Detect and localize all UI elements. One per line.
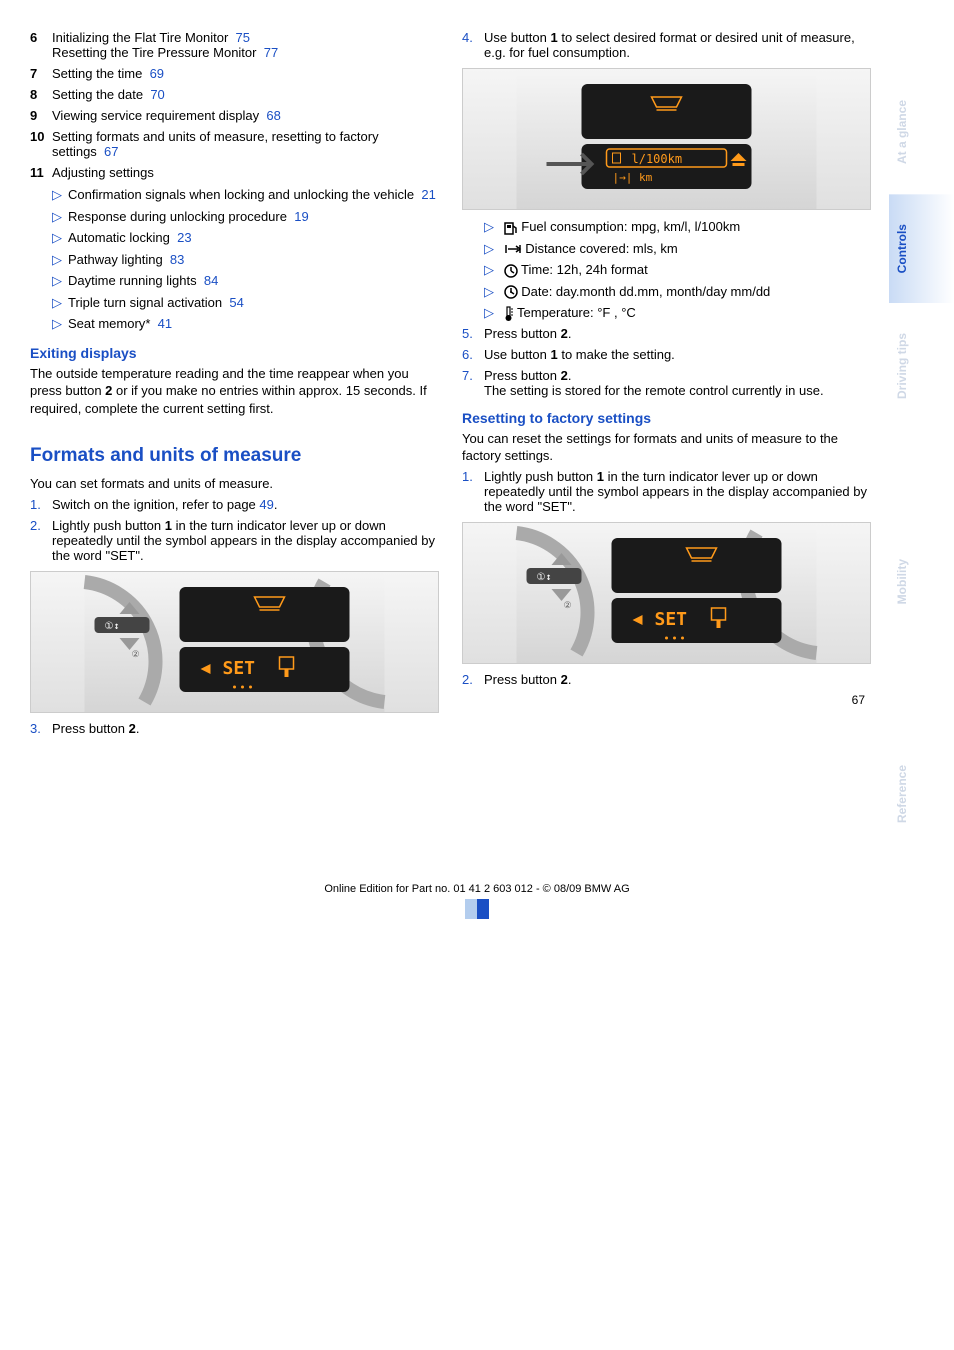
step6-num: 6.	[462, 347, 484, 362]
tri-icon: ▷	[484, 240, 500, 258]
tab-driving-tips[interactable]: Driving tips	[889, 303, 954, 429]
tab-mobility[interactable]: Mobility	[889, 529, 954, 634]
date-icon	[504, 285, 518, 299]
list-text-6: Initializing the Flat Tire Monitor 75 Re…	[52, 30, 437, 60]
distance-icon	[504, 243, 522, 255]
page-link-67[interactable]: 67	[104, 144, 118, 159]
reset-heading: Resetting to factory settings	[462, 410, 869, 426]
clock-icon	[504, 264, 518, 278]
page-link-68[interactable]: 68	[266, 108, 280, 123]
set-display-figure: ①↕ ② SET	[30, 571, 439, 713]
set-display-figure-2: ①↕ ② SET	[462, 522, 871, 664]
tri-icon: ▷	[484, 261, 500, 279]
list-num-10: 10	[30, 129, 52, 159]
page-link-54[interactable]: 54	[229, 295, 243, 310]
page-number: 67	[462, 693, 869, 707]
list-num-7: 7	[30, 66, 52, 81]
fuel-icon	[504, 221, 518, 235]
svg-text:②: ②	[132, 649, 140, 659]
svg-text:①↕: ①↕	[105, 621, 120, 632]
page-link-70[interactable]: 70	[150, 87, 164, 102]
tab-at-a-glance[interactable]: At a glance	[889, 70, 954, 194]
step4-num: 4.	[462, 30, 484, 60]
step5-num: 5.	[462, 326, 484, 341]
page-link-77[interactable]: 77	[264, 45, 278, 60]
svg-text:l/100km: l/100km	[632, 152, 683, 166]
exiting-heading: Exiting displays	[30, 345, 437, 361]
tab-spacer	[889, 429, 954, 529]
page-link-69[interactable]: 69	[150, 66, 164, 81]
svg-text:|→| km: |→| km	[613, 171, 653, 184]
tri-icon: ▷	[52, 229, 68, 247]
page-link-19[interactable]: 19	[294, 209, 308, 224]
list-num-8: 8	[30, 87, 52, 102]
exiting-text: The outside temperature reading and the …	[30, 365, 437, 418]
tri-icon: ▷	[484, 304, 500, 322]
svg-text:SET: SET	[223, 658, 256, 679]
page-link-41[interactable]: 41	[158, 316, 172, 331]
page-marker	[0, 899, 954, 919]
page-link-21[interactable]: 21	[421, 187, 435, 202]
page-link-23[interactable]: 23	[177, 230, 191, 245]
tri-icon: ▷	[52, 315, 68, 333]
page-link-84[interactable]: 84	[204, 273, 218, 288]
tri-icon: ▷	[52, 294, 68, 312]
page-link-49[interactable]: 49	[259, 497, 273, 512]
tab-controls[interactable]: Controls	[889, 194, 954, 303]
unit-display-figure: l/100km |→| km	[462, 68, 871, 210]
page-link-83[interactable]: 83	[170, 252, 184, 267]
step7-num: 7.	[462, 368, 484, 398]
reset-intro: You can reset the settings for formats a…	[462, 430, 869, 465]
reset-step2-num: 2.	[462, 672, 484, 687]
list-num-9: 9	[30, 108, 52, 123]
tri-icon: ▷	[484, 218, 500, 236]
reset-step1-num: 1.	[462, 469, 484, 514]
svg-text:SET: SET	[655, 609, 688, 630]
tri-icon: ▷	[52, 251, 68, 269]
tab-spacer	[889, 635, 954, 735]
formats-intro: You can set formats and units of measure…	[30, 475, 437, 493]
formats-heading: Formats and units of measure	[30, 445, 437, 467]
footer-line: Online Edition for Part no. 01 41 2 603 …	[0, 883, 954, 895]
list-num-11: 11	[30, 165, 52, 180]
tab-reference[interactable]: Reference	[889, 735, 954, 853]
star-icon: *	[145, 316, 150, 331]
tri-icon: ▷	[484, 283, 500, 301]
step3-num: 3.	[30, 721, 52, 736]
list-num-6: 6	[30, 30, 52, 60]
side-nav: At a glance Controls Driving tips Mobili…	[889, 0, 954, 853]
page-link-75[interactable]: 75	[236, 30, 250, 45]
svg-text:②: ②	[564, 600, 572, 610]
step1-num: 1.	[30, 497, 52, 512]
tri-icon: ▷	[52, 272, 68, 290]
tri-icon: ▷	[52, 186, 68, 204]
temp-icon	[504, 306, 514, 322]
step2-num: 2.	[30, 518, 52, 563]
tri-icon: ▷	[52, 208, 68, 226]
svg-text:①↕: ①↕	[537, 572, 552, 583]
